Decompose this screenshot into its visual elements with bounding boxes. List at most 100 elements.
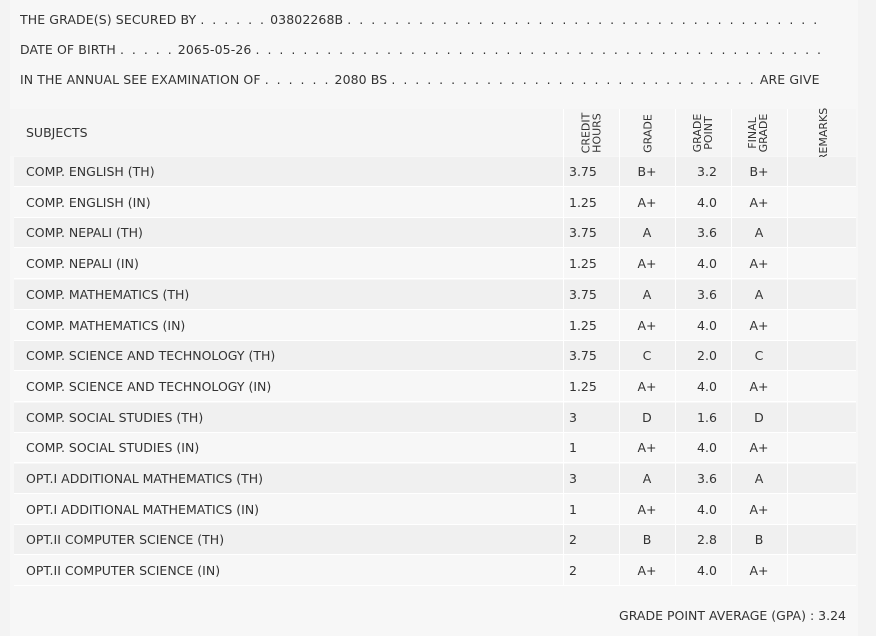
gpa-label: GRADE POINT AVERAGE (GPA) : bbox=[619, 608, 815, 623]
exam-year: 2080 BS bbox=[334, 72, 388, 87]
column-divider bbox=[731, 109, 732, 585]
subject-cell: COMP. MATHEMATICS (IN) bbox=[26, 317, 186, 333]
table-row: COMP. SCIENCE AND TECHNOLOGY (IN) 1.25 A+ 4… bbox=[14, 372, 856, 402]
table-row: COMP. ENGLISH (TH) 3.75 B+ 3.2 B+ bbox=[14, 157, 856, 187]
subject-cell: OPT.II COMPUTER SCIENCE (IN) bbox=[26, 563, 221, 579]
col-subjects-header: SUBJECTS bbox=[26, 125, 88, 140]
credit-hours-cell: 2 bbox=[569, 563, 577, 579]
subject-cell: COMP. ENGLISH (TH) bbox=[26, 164, 155, 179]
column-divider bbox=[563, 109, 564, 585]
grade-point-cell: 4.0 bbox=[697, 563, 717, 579]
subject-cell: COMP. SOCIAL STUDIES (TH) bbox=[26, 409, 204, 425]
final-grade-cell: A+ bbox=[749, 501, 769, 517]
table-row: OPT.I ADDITIONAL MATHEMATICS (IN) 1 A+ 4.0 A… bbox=[14, 495, 856, 525]
column-divider bbox=[619, 109, 620, 585]
col-remarks-header: REMARKS bbox=[804, 104, 844, 164]
final-grade-cell: A+ bbox=[749, 378, 769, 394]
dob-line: DATE OF BIRTH . . . . . 2065-05-26 . . .… bbox=[20, 42, 820, 57]
dob-value: 2065-05-26 bbox=[177, 42, 252, 57]
subject-cell: OPT.I ADDITIONAL MATHEMATICS (IN) bbox=[26, 501, 260, 517]
col-final-grade-header: FINAL GRADE bbox=[738, 112, 778, 154]
grade-cell: A+ bbox=[637, 256, 657, 272]
table-row: COMP. SOCIAL STUDIES (IN) 1 A+ 4.0 A+ bbox=[14, 433, 856, 464]
grade-point-cell: 2.0 bbox=[697, 348, 717, 364]
given-below-text: ARE GIVEN BELOW . . . bbox=[759, 72, 820, 87]
grade-point-cell: 4.0 bbox=[697, 378, 717, 394]
dots-trail: . . . . . . . . . . . . . . . . . . . . … bbox=[347, 12, 820, 27]
grade-point-cell: 4.0 bbox=[697, 501, 717, 517]
subject-cell: COMP. NEPALI (TH) bbox=[26, 225, 143, 241]
final-grade-cell: A bbox=[754, 286, 764, 302]
table-row: COMP. ENGLISH (IN) 1.25 A+ 4.0 A+ bbox=[14, 188, 856, 218]
table-row: COMP. NEPALI (TH) 3.75 A 3.6 A bbox=[14, 218, 856, 249]
grade-point-cell: 2.8 bbox=[697, 532, 717, 548]
subject-cell: COMP. SCIENCE AND TECHNOLOGY (TH) bbox=[26, 348, 276, 364]
table-header bbox=[10, 109, 856, 156]
secured-by-label: THE GRADE(S) SECURED BY bbox=[20, 12, 197, 27]
final-grade-cell: A+ bbox=[749, 440, 769, 456]
credit-hours-cell: 2 bbox=[569, 532, 577, 548]
grade-cell: A bbox=[642, 471, 652, 486]
credit-hours-cell: 1.25 bbox=[569, 194, 597, 210]
grade-point-cell: 4.0 bbox=[697, 194, 717, 210]
grade-label: GRADE bbox=[641, 113, 655, 153]
grade-point-cell: 1.6 bbox=[697, 409, 717, 425]
subject-cell: OPT.I ADDITIONAL MATHEMATICS (TH) bbox=[26, 471, 264, 486]
col-grade-header: GRADE bbox=[628, 112, 668, 154]
final-grade-cell: B+ bbox=[749, 164, 769, 179]
credit-hours-cell: 3 bbox=[569, 409, 577, 425]
grade-cell: B bbox=[642, 532, 652, 548]
dots-leader: . . . . . bbox=[119, 42, 174, 57]
column-divider bbox=[675, 109, 676, 585]
table-row: COMP. MATHEMATICS (TH) 3.75 A 3.6 A bbox=[14, 279, 856, 310]
credit-hours-cell: 1.25 bbox=[569, 317, 597, 333]
credit-hours-cell: 3.75 bbox=[569, 286, 597, 302]
grade-cell: A+ bbox=[637, 501, 657, 517]
grade-point-cell: 3.2 bbox=[697, 164, 717, 179]
final-grade-label: FINAL GRADE bbox=[746, 113, 770, 153]
gpa-value: 3.24 bbox=[818, 608, 846, 623]
table-row: OPT.I ADDITIONAL MATHEMATICS (TH) 3 A 3.6 A bbox=[14, 464, 856, 494]
final-grade-cell: C bbox=[754, 348, 764, 364]
exam-label: IN THE ANNUAL SEE EXAMINATION OF bbox=[20, 72, 261, 87]
credit-hours-cell: 1.25 bbox=[569, 256, 597, 272]
table-row: COMP. MATHEMATICS (IN) 1.25 A+ 4.0 A+ bbox=[14, 311, 856, 341]
credit-hours-cell: 3 bbox=[569, 471, 577, 486]
credit-hours-cell: 1.25 bbox=[569, 378, 597, 394]
grade-point-cell: 4.0 bbox=[697, 440, 717, 456]
gpa-summary: GRADE POINT AVERAGE (GPA) : 3.24 bbox=[619, 608, 846, 623]
final-grade-cell: A+ bbox=[749, 194, 769, 210]
grade-cell: C bbox=[642, 348, 652, 364]
table-row: OPT.II COMPUTER SCIENCE (IN) 2 A+ 4.0 A+ bbox=[14, 556, 856, 587]
grade-point-cell: 3.6 bbox=[697, 471, 717, 486]
credit-hours-cell: 3.75 bbox=[569, 348, 597, 364]
grade-point-cell: 3.6 bbox=[697, 225, 717, 241]
grade-cell: A+ bbox=[637, 440, 657, 456]
grade-cell: A bbox=[642, 225, 652, 241]
table-row: COMP. SOCIAL STUDIES (TH) 3 D 1.6 D bbox=[14, 402, 856, 433]
credit-hours-label: CREDIT HOURS bbox=[579, 112, 603, 154]
col-grade-point-header: GRADE POINT bbox=[683, 112, 723, 154]
grade-cell: D bbox=[642, 409, 652, 425]
grade-point-cell: 3.6 bbox=[697, 286, 717, 302]
grade-point-cell: 4.0 bbox=[697, 256, 717, 272]
subject-cell: COMP. ENGLISH (IN) bbox=[26, 194, 151, 210]
table-row: COMP. NEPALI (IN) 1.25 A+ 4.0 A+ bbox=[14, 249, 856, 280]
secured-by-line: THE GRADE(S) SECURED BY . . . . . . 0380… bbox=[20, 12, 820, 27]
grade-point-label: GRADE POINT bbox=[691, 113, 715, 153]
credit-hours-cell: 3.75 bbox=[569, 225, 597, 241]
final-grade-cell: D bbox=[754, 409, 764, 425]
grade-cell: A+ bbox=[637, 563, 657, 579]
final-grade-cell: A+ bbox=[749, 256, 769, 272]
grade-cell: A+ bbox=[637, 378, 657, 394]
dots-trail: . . . . . . . . . . . . . . . . . . . . … bbox=[255, 42, 820, 57]
grade-cell: A+ bbox=[637, 194, 657, 210]
subject-cell: COMP. NEPALI (IN) bbox=[26, 256, 139, 272]
table-row: OPT.II COMPUTER SCIENCE (TH) 2 B 2.8 B bbox=[14, 525, 856, 556]
col-credit-hours-header: CREDIT HOURS bbox=[571, 112, 611, 154]
dots-trail: . . . . . . . . . . . . . . . . . . . . … bbox=[391, 72, 756, 87]
final-grade-cell: B bbox=[754, 532, 764, 548]
final-grade-cell: A bbox=[754, 225, 764, 241]
table-row: COMP. SCIENCE AND TECHNOLOGY (TH) 3.75 C 2.… bbox=[14, 341, 856, 372]
grade-cell: A bbox=[642, 286, 652, 302]
